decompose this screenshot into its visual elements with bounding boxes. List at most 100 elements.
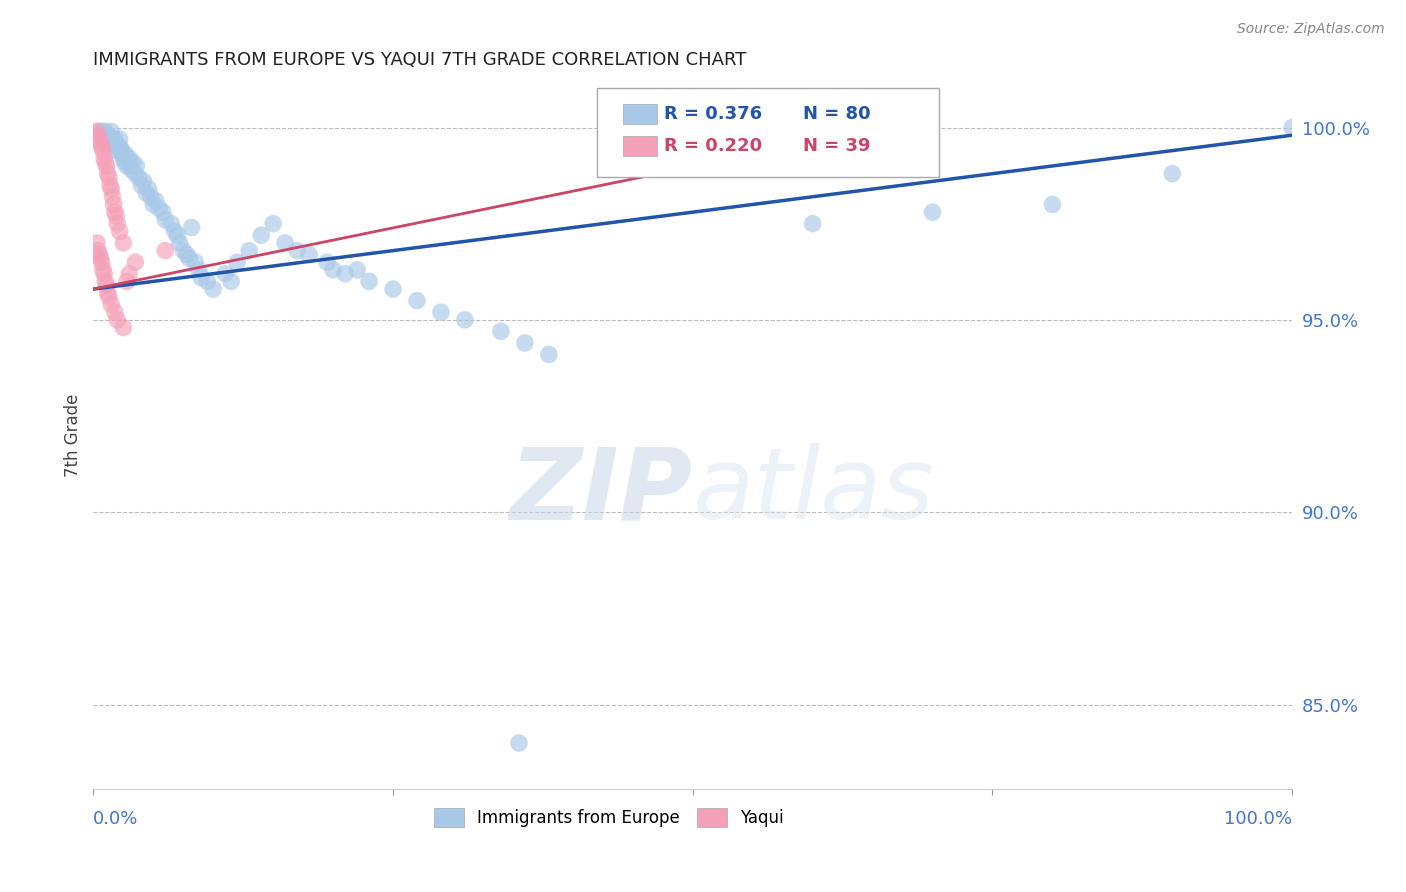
- Text: IMMIGRANTS FROM EUROPE VS YAQUI 7TH GRADE CORRELATION CHART: IMMIGRANTS FROM EUROPE VS YAQUI 7TH GRAD…: [93, 51, 747, 69]
- Point: [90, 140, 112, 154]
- Point: [508, 736, 530, 750]
- Point: [430, 305, 453, 319]
- Point: [179, 252, 201, 266]
- Point: [219, 274, 242, 288]
- Point: [98, 178, 121, 193]
- Legend: Immigrants from Europe, Yaqui: Immigrants from Europe, Yaqui: [427, 801, 790, 834]
- Point: [100, 182, 122, 196]
- Text: R = 0.220: R = 0.220: [664, 136, 762, 155]
- FancyBboxPatch shape: [596, 88, 939, 177]
- Point: [91, 128, 114, 143]
- Point: [322, 263, 344, 277]
- Point: [111, 147, 134, 161]
- Point: [94, 132, 117, 146]
- Point: [100, 132, 122, 146]
- Point: [163, 224, 186, 238]
- Point: [104, 140, 127, 154]
- Point: [122, 155, 145, 169]
- Point: [285, 244, 308, 258]
- Point: [89, 247, 111, 261]
- Text: 0.0%: 0.0%: [93, 811, 139, 829]
- Point: [87, 244, 110, 258]
- Point: [96, 278, 118, 293]
- Point: [108, 140, 131, 154]
- Point: [142, 197, 165, 211]
- Point: [96, 159, 118, 173]
- Bar: [623, 104, 657, 124]
- Point: [166, 228, 188, 243]
- Point: [90, 124, 112, 138]
- Point: [101, 190, 124, 204]
- Point: [93, 267, 115, 281]
- Point: [176, 247, 198, 261]
- Point: [101, 136, 124, 150]
- Point: [152, 205, 174, 219]
- Point: [187, 263, 209, 277]
- Point: [160, 217, 183, 231]
- Point: [107, 140, 129, 154]
- Point: [89, 252, 111, 266]
- Text: N = 80: N = 80: [803, 105, 870, 123]
- Point: [214, 267, 236, 281]
- Point: [145, 194, 167, 208]
- Point: [513, 335, 536, 350]
- Point: [1042, 197, 1064, 211]
- Point: [120, 159, 142, 173]
- Point: [250, 228, 273, 243]
- Point: [238, 244, 260, 258]
- Bar: [623, 136, 657, 156]
- Point: [91, 144, 114, 158]
- Point: [169, 235, 191, 250]
- Point: [112, 320, 135, 334]
- Point: [97, 128, 120, 143]
- Point: [190, 270, 212, 285]
- Y-axis label: 7th Grade: 7th Grade: [65, 393, 82, 477]
- Point: [128, 170, 150, 185]
- Point: [489, 325, 512, 339]
- Point: [91, 263, 114, 277]
- Point: [93, 151, 115, 165]
- Point: [357, 274, 380, 288]
- Point: [100, 297, 122, 311]
- Point: [111, 144, 134, 158]
- Point: [97, 167, 120, 181]
- Point: [112, 151, 135, 165]
- Text: ZIP: ZIP: [510, 443, 693, 541]
- Point: [195, 274, 218, 288]
- Point: [108, 224, 131, 238]
- Point: [316, 255, 339, 269]
- Point: [115, 274, 138, 288]
- Point: [115, 159, 138, 173]
- Point: [129, 178, 152, 193]
- Point: [89, 136, 111, 150]
- Point: [274, 235, 297, 250]
- Point: [921, 205, 943, 219]
- Point: [105, 313, 128, 327]
- Point: [202, 282, 225, 296]
- Point: [406, 293, 429, 308]
- Point: [139, 190, 162, 204]
- Point: [86, 124, 108, 138]
- Point: [155, 244, 177, 258]
- Point: [155, 212, 177, 227]
- Point: [298, 247, 321, 261]
- Point: [262, 217, 284, 231]
- Point: [114, 147, 136, 161]
- Text: N = 39: N = 39: [803, 136, 870, 155]
- Point: [118, 151, 141, 165]
- Point: [114, 155, 136, 169]
- Point: [1281, 120, 1303, 135]
- Point: [125, 159, 148, 173]
- Point: [97, 170, 120, 185]
- Text: atlas: atlas: [693, 443, 935, 541]
- Point: [124, 167, 146, 181]
- Point: [148, 202, 170, 216]
- Point: [97, 136, 120, 150]
- Point: [333, 267, 356, 281]
- Point: [100, 124, 122, 138]
- Point: [124, 255, 146, 269]
- Point: [94, 124, 117, 138]
- Point: [172, 244, 194, 258]
- Text: R = 0.376: R = 0.376: [664, 105, 762, 123]
- Point: [105, 136, 128, 150]
